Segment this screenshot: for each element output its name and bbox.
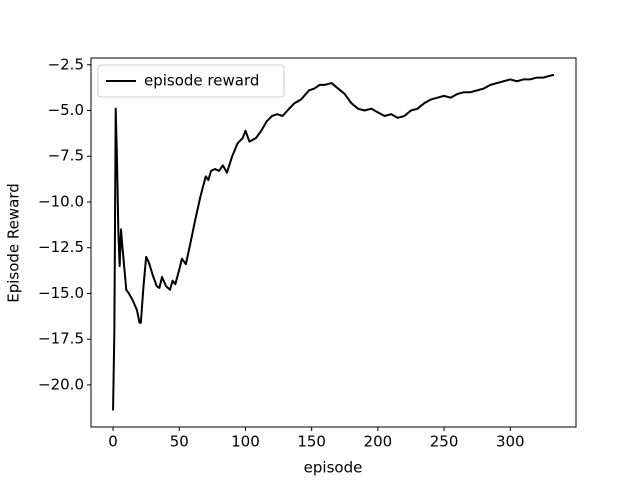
- x-tick-label: 250: [430, 433, 459, 451]
- y-tick-label: −15.0: [38, 284, 84, 302]
- x-tick-label: 50: [170, 433, 189, 451]
- y-tick-label: −2.5: [48, 55, 84, 73]
- legend-box: [97, 64, 285, 98]
- y-tick-label: −5.0: [48, 101, 84, 119]
- data-line: [112, 73, 555, 411]
- x-tick-label: 150: [297, 433, 326, 451]
- y-tick-label: −17.5: [38, 330, 84, 348]
- y-tick-label: −20.0: [38, 375, 84, 393]
- x-tick-label: 0: [108, 433, 118, 451]
- x-tick-label: 100: [231, 433, 260, 451]
- y-tick-label: −10.0: [38, 192, 84, 210]
- x-tick-label: 300: [496, 433, 525, 451]
- y-tick-label: −7.5: [48, 147, 84, 165]
- y-axis-label: Episode Reward: [5, 183, 23, 303]
- plot-frame: [90, 57, 577, 428]
- x-tick-label: 200: [364, 433, 393, 451]
- x-axis-label: episode: [304, 459, 363, 477]
- legend-label: episode reward: [144, 72, 259, 90]
- y-tick-label: −12.5: [38, 238, 84, 256]
